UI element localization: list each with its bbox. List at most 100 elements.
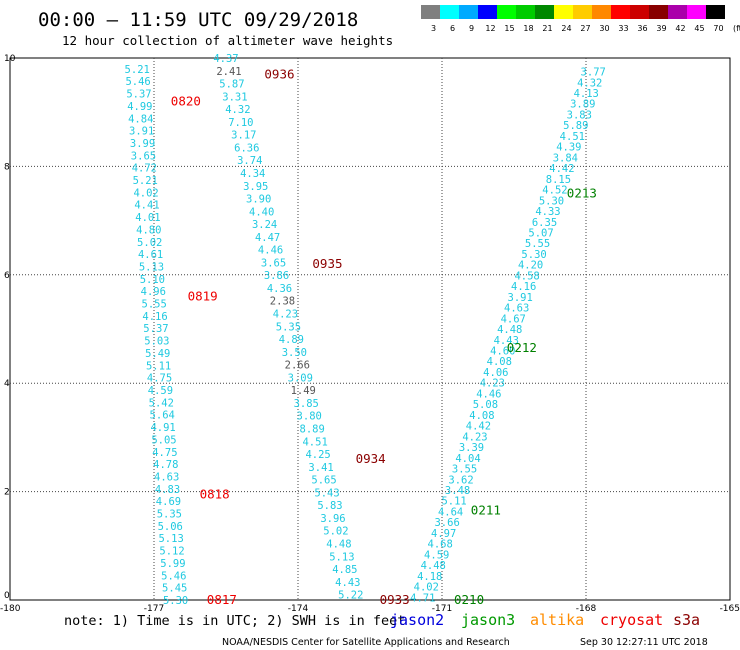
s3a-swh-13: 8.89 <box>300 423 325 435</box>
legend-label-45: 45 <box>694 24 704 33</box>
s3a-swh-2: 4.85 <box>332 564 357 576</box>
legend-label-70: 70 <box>713 24 723 33</box>
s3a-swh-24: 4.36 <box>267 283 292 295</box>
footer-timestamp: Sep 30 12:27:11 UTC 2018 <box>580 637 708 648</box>
legend-label-6: 6 <box>450 24 455 33</box>
s3a-swh-4: 4.48 <box>326 538 351 550</box>
y-tick-6: 6 <box>4 271 10 281</box>
s3a-swh-25: 3.86 <box>264 270 289 282</box>
s3a-swh-27: 4.46 <box>258 245 283 257</box>
jason3-time-0210: 0210 <box>454 592 484 607</box>
cryosat-swh-28: 4.61 <box>138 249 163 261</box>
legend-swatch-3 <box>421 5 440 19</box>
cryosat-time-0817: 0817 <box>207 592 237 607</box>
s3a-swh-41: 2.41 <box>216 66 241 78</box>
jason3-swh-9: 5.11 <box>441 496 466 508</box>
cryosat-swh-39: 4.84 <box>128 113 153 125</box>
jason3-time-0213: 0213 <box>567 186 597 201</box>
jason3-swh-15: 4.23 <box>462 431 487 443</box>
legend-swatch-39 <box>649 5 668 19</box>
cryosat-time-0819: 0819 <box>188 288 218 303</box>
jason3-swh-26: 4.67 <box>501 313 526 325</box>
cryosat-swh-37: 3.99 <box>130 138 155 150</box>
jason3-swh-5: 4.68 <box>428 539 453 551</box>
x-tick--180: -180 <box>0 604 21 614</box>
cryosat-swh-27: 5.13 <box>139 261 164 273</box>
s3a-swh-23: 2.38 <box>270 296 295 308</box>
cryosat-swh-33: 4.02 <box>133 187 158 199</box>
jason3-swh-19: 4.46 <box>476 388 501 400</box>
legend-swatch-45 <box>687 5 706 19</box>
jason3-swh-32: 5.30 <box>521 249 546 261</box>
jason3-swh-11: 3.62 <box>448 474 473 486</box>
legend-label-21: 21 <box>542 24 552 33</box>
cryosat-swh-23: 4.16 <box>142 311 167 323</box>
cryosat-swh-17: 4.59 <box>148 385 173 397</box>
jason3-swh-33: 5.55 <box>525 238 550 250</box>
s3a-swh-7: 5.83 <box>317 500 342 512</box>
cryosat-swh-42: 5.46 <box>125 76 150 88</box>
s3a-swh-17: 3.09 <box>288 372 313 384</box>
cryosat-swh-16: 5.42 <box>149 397 174 409</box>
jason3-swh-10: 3.48 <box>445 485 470 497</box>
cryosat-swh-31: 4.01 <box>135 212 160 224</box>
jason3-swh-13: 4.04 <box>455 453 480 465</box>
jason3-swh-37: 5.30 <box>539 195 564 207</box>
s3a-time-0935: 0935 <box>312 256 342 271</box>
s3a-swh-5: 5.02 <box>323 526 348 538</box>
y-tick-10: 10 <box>4 54 16 64</box>
jason3-swh-40: 4.42 <box>549 163 574 175</box>
legend-swatch-9 <box>459 5 478 19</box>
legend-swatch-42 <box>668 5 687 19</box>
cryosat-swh-2: 5.46 <box>161 570 186 582</box>
y-tick-0: 0 <box>4 591 10 601</box>
jason3-swh-20: 4.23 <box>480 378 505 390</box>
jason3-swh-27: 4.63 <box>504 303 529 315</box>
s3a-swh-28: 4.47 <box>255 232 280 244</box>
jason3-swh-22: 4.08 <box>487 356 512 368</box>
s3a-swh-22: 4.23 <box>273 309 298 321</box>
legend-label-15: 15 <box>504 24 514 33</box>
cryosat-swh-26: 5.10 <box>140 274 165 286</box>
s3a-swh-1: 4.43 <box>335 577 360 589</box>
jason3-swh-14: 3.39 <box>459 442 484 454</box>
s3a-swh-32: 3.95 <box>243 181 268 193</box>
jason3-swh-31: 4.20 <box>518 260 543 272</box>
jason3-swh-48: 4.32 <box>577 77 602 89</box>
jason3-time-0211: 0211 <box>471 503 501 518</box>
legend-label-30: 30 <box>599 24 609 33</box>
jason3-swh-1: 4.02 <box>414 582 439 594</box>
cryosat-swh-14: 4.91 <box>150 422 175 434</box>
legend-label-9: 9 <box>469 24 474 33</box>
cryosat-swh-13: 5.05 <box>151 434 176 446</box>
s3a-time-0934: 0934 <box>356 451 386 466</box>
cryosat-swh-30: 4.80 <box>136 224 161 236</box>
legend-swatch-24 <box>554 5 573 19</box>
jason3-swh-6: 4.97 <box>431 528 456 540</box>
jason3-swh-17: 4.08 <box>469 410 494 422</box>
y-tick-8: 8 <box>4 162 10 172</box>
s3a-swh-34: 3.74 <box>237 155 262 167</box>
s3a-swh-20: 4.89 <box>279 334 304 346</box>
jason3-swh-28: 3.91 <box>508 292 533 304</box>
cryosat-swh-5: 5.13 <box>158 533 183 545</box>
s3a-swh-29: 3.24 <box>252 219 277 231</box>
s3a-swh-36: 3.17 <box>231 130 256 142</box>
cryosat-time-0820: 0820 <box>171 93 201 108</box>
cryosat-swh-7: 5.35 <box>157 509 182 521</box>
cryosat-swh-0: 5.30 <box>163 595 188 607</box>
legend-unit: (ft) <box>733 24 740 33</box>
satellite-legend: jason2 jason3 altika cryosat s3a <box>390 611 700 629</box>
cryosat-swh-29: 5.02 <box>137 237 162 249</box>
s3a-swh-0: 5.22 <box>338 590 363 602</box>
cryosat-swh-19: 5.11 <box>146 360 171 372</box>
jason3-swh-23: 4.60 <box>490 346 515 358</box>
cryosat-swh-36: 3.65 <box>131 150 156 162</box>
sat-legend-jason2: jason2 <box>390 611 444 629</box>
cryosat-time-0818: 0818 <box>200 486 230 501</box>
cryosat-swh-21: 5.03 <box>144 336 169 348</box>
cryosat-swh-32: 4.41 <box>134 200 159 212</box>
s3a-swh-15: 3.85 <box>294 398 319 410</box>
s3a-time-0933: 0933 <box>380 592 410 607</box>
